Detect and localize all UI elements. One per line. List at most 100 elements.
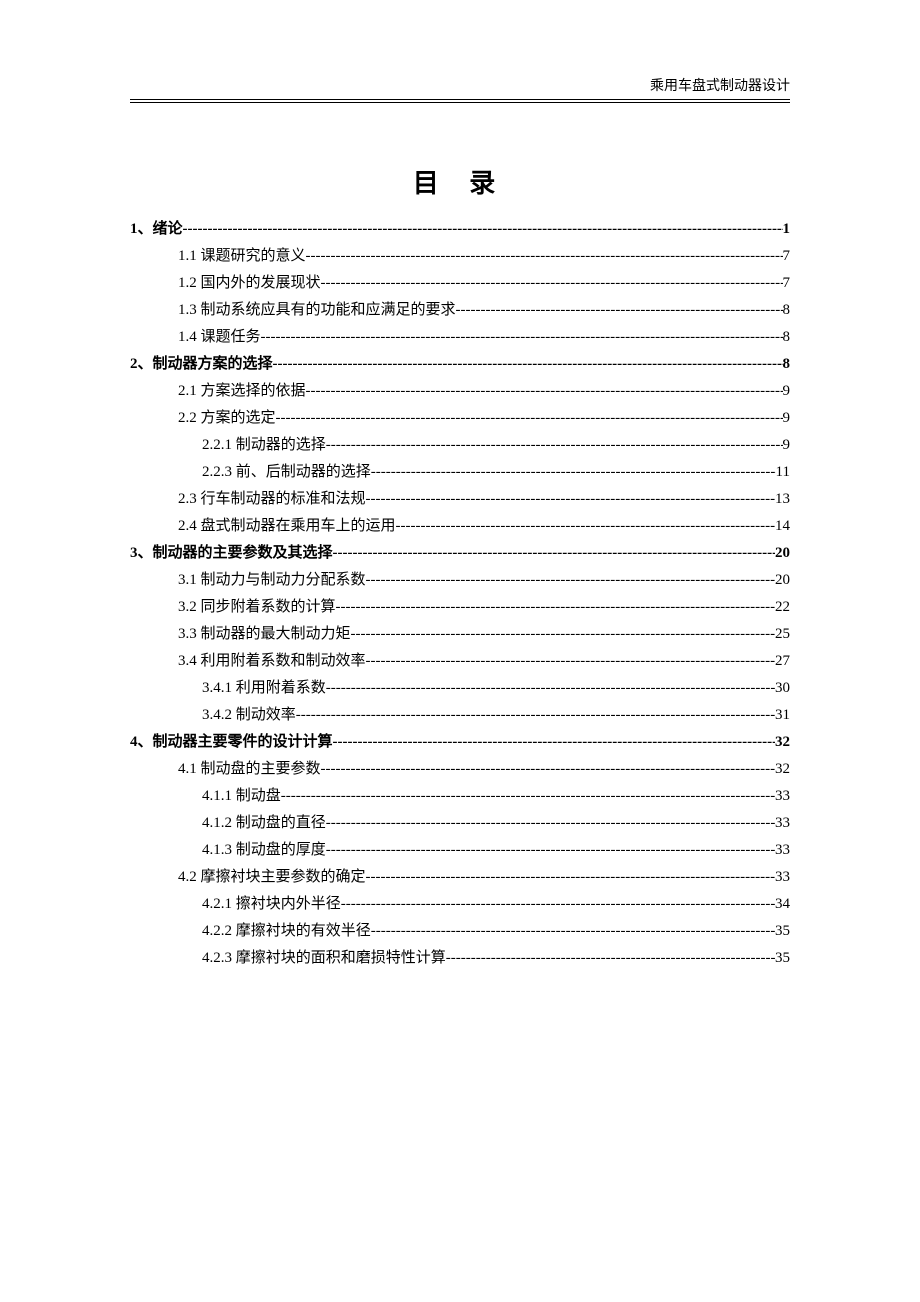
toc-entry-page: 7 [783,276,791,291]
toc-entry-page: 13 [775,492,790,507]
toc-entry-page: 33 [775,789,790,804]
document-page: 乘用车盘式制动器设计 目 录 1、绪论---------------------… [0,0,920,1302]
toc-entry: 3.1 制动力与制动力分配系数-------------------------… [130,573,790,588]
toc-leader: ----------------------------------------… [326,681,775,696]
toc-entry-page: 35 [775,951,790,966]
toc-leader: ----------------------------------------… [306,384,783,399]
toc-leader: ----------------------------------------… [351,627,775,642]
toc-entry-page: 20 [775,573,790,588]
toc-leader: ----------------------------------------… [276,411,783,426]
toc-leader: ----------------------------------------… [336,600,775,615]
toc-leader: ----------------------------------------… [456,303,783,318]
toc-entry-label: 4.2 摩擦衬块主要参数的确定 [178,870,366,885]
toc-entry-label: 1.2 国内外的发展现状 [178,276,321,291]
toc-entry-page: 1 [783,222,791,237]
toc-entry-label: 1.4 课题任务 [178,330,261,345]
toc-entry-page: 20 [775,546,790,561]
toc-entry-label: 4.2.2 摩擦衬块的有效半径 [202,924,371,939]
toc-entry-page: 25 [775,627,790,642]
toc-entry-label: 4.2.3 摩擦衬块的面积和磨损特性计算 [202,951,446,966]
toc-entry-label: 3.2 同步附着系数的计算 [178,600,336,615]
toc-leader: ----------------------------------------… [326,816,775,831]
toc-leader: ----------------------------------------… [333,735,775,750]
toc-leader: ----------------------------------------… [366,654,775,669]
toc-entry-page: 8 [783,357,791,372]
toc-entry-label: 2.2 方案的选定 [178,411,276,426]
toc-entry: 3.4 利用附着系数和制动效率-------------------------… [130,654,790,669]
toc-entry: 4.2.1 擦衬块内外半径---------------------------… [130,897,790,912]
toc-title: 目 录 [130,163,790,200]
toc-entry-label: 3.3 制动器的最大制动力矩 [178,627,351,642]
toc-entry: 1.4 课题任务--------------------------------… [130,330,790,345]
toc-entry-page: 14 [775,519,790,534]
toc-entry-label: 4.1.1 制动盘 [202,789,281,804]
toc-entry: 2.2.3 前、后制动器的选择-------------------------… [130,465,790,480]
toc-entry: 4、制动器主要零件的设计计算--------------------------… [130,735,790,750]
toc-entry: 3.2 同步附着系数的计算---------------------------… [130,600,790,615]
toc-entry: 3.3 制动器的最大制动力矩--------------------------… [130,627,790,642]
toc-entry-page: 34 [775,897,790,912]
toc-entry-label: 3.4.2 制动效率 [202,708,296,723]
toc-entry-label: 3.1 制动力与制动力分配系数 [178,573,366,588]
toc-entry: 1.1 课题研究的意义-----------------------------… [130,249,790,264]
toc-leader: ----------------------------------------… [371,465,776,480]
toc-entry-page: 31 [775,708,790,723]
toc-entry: 1.2 国内外的发展现状----------------------------… [130,276,790,291]
toc-entry-page: 11 [776,465,790,480]
toc-entry-label: 1.1 课题研究的意义 [178,249,306,264]
toc-leader: ----------------------------------------… [306,249,783,264]
toc-entry-label: 4.1.3 制动盘的厚度 [202,843,326,858]
toc-entry-page: 32 [775,762,790,777]
toc-leader: ----------------------------------------… [281,789,775,804]
toc-entry-page: 35 [775,924,790,939]
toc-leader: ----------------------------------------… [396,519,775,534]
toc-entry: 3.4.2 制动效率------------------------------… [130,708,790,723]
toc-entry-page: 32 [775,735,790,750]
toc-entry-page: 9 [783,438,791,453]
toc-entry-label: 2.3 行车制动器的标准和法规 [178,492,366,507]
toc-entry-page: 27 [775,654,790,669]
toc-entry-label: 2.4 盘式制动器在乘用车上的运用 [178,519,396,534]
toc-entry-page: 7 [783,249,791,264]
toc-entry-page: 33 [775,843,790,858]
toc-entry-label: 3.4 利用附着系数和制动效率 [178,654,366,669]
toc-entry: 2.2 方案的选定-------------------------------… [130,411,790,426]
toc-entry: 3.4.1 利用附着系数----------------------------… [130,681,790,696]
toc-leader: ----------------------------------------… [333,546,775,561]
toc-entry-page: 9 [783,384,791,399]
toc-entry-label: 2.2.3 前、后制动器的选择 [202,465,371,480]
toc-entry: 4.1.1 制动盘-------------------------------… [130,789,790,804]
toc-entry-page: 8 [783,330,791,345]
toc-entry-label: 3、制动器的主要参数及其选择 [130,546,333,561]
toc-entry: 4.1.3 制动盘的厚度----------------------------… [130,843,790,858]
table-of-contents: 1、绪论------------------------------------… [130,222,790,966]
page-header: 乘用车盘式制动器设计 [130,75,790,100]
toc-entry-page: 33 [775,816,790,831]
header-rule [130,102,790,103]
toc-entry-page: 30 [775,681,790,696]
toc-entry-label: 3.4.1 利用附着系数 [202,681,326,696]
toc-entry-page: 9 [783,411,791,426]
toc-leader: ----------------------------------------… [296,708,775,723]
toc-entry-label: 2.1 方案选择的依据 [178,384,306,399]
toc-leader: ----------------------------------------… [326,843,775,858]
toc-entry-label: 4.1 制动盘的主要参数 [178,762,321,777]
toc-entry: 1、绪论------------------------------------… [130,222,790,237]
toc-leader: ----------------------------------------… [321,276,783,291]
toc-entry-page: 8 [783,303,791,318]
toc-entry: 3、制动器的主要参数及其选择--------------------------… [130,546,790,561]
toc-entry-label: 2.2.1 制动器的选择 [202,438,326,453]
toc-leader: ----------------------------------------… [366,870,775,885]
toc-entry-page: 33 [775,870,790,885]
toc-leader: ----------------------------------------… [366,573,775,588]
toc-entry: 2.1 方案选择的依据-----------------------------… [130,384,790,399]
toc-entry: 4.2.3 摩擦衬块的面积和磨损特性计算--------------------… [130,951,790,966]
toc-entry: 4.1 制动盘的主要参数----------------------------… [130,762,790,777]
header-text: 乘用车盘式制动器设计 [650,79,790,94]
toc-entry: 2、制动器方案的选择------------------------------… [130,357,790,372]
toc-entry-label: 2、制动器方案的选择 [130,357,273,372]
toc-entry: 4.1.2 制动盘的直径----------------------------… [130,816,790,831]
toc-leader: ----------------------------------------… [446,951,775,966]
toc-leader: ----------------------------------------… [183,222,783,237]
toc-entry-label: 4、制动器主要零件的设计计算 [130,735,333,750]
